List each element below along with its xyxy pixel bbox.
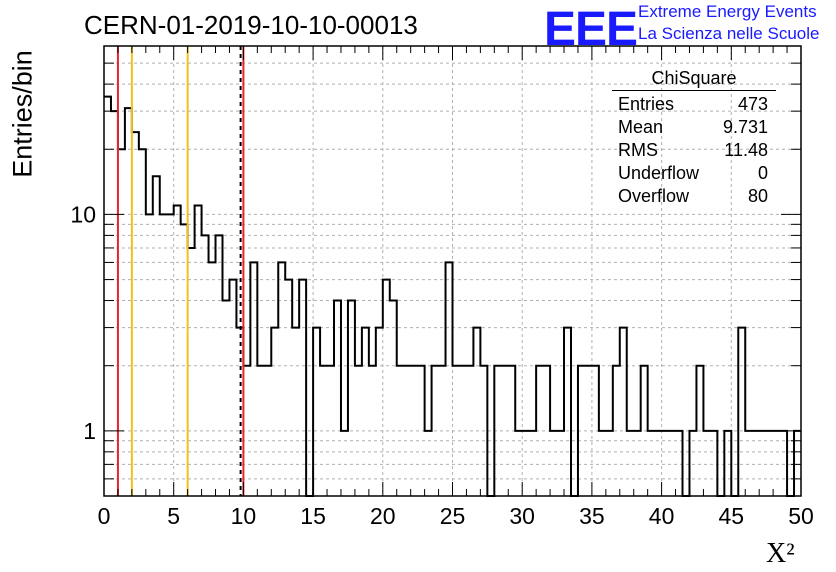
histogram-bar [174,205,181,496]
histogram-bar [278,262,285,496]
stats-label: Mean [618,117,664,137]
histogram-bar [167,214,174,496]
histogram-bar [473,328,480,496]
histogram-bar [222,301,229,496]
histogram-bar [738,328,745,496]
stats-value: 0 [757,163,768,183]
brand-line-1: Extreme Energy Events [638,2,817,21]
histogram-bar [299,280,306,496]
histogram-bar [362,328,369,496]
stats-value: 473 [737,94,768,114]
histogram-bar [118,149,125,496]
x-tick-label: 5 [167,503,180,529]
stats-title: ChiSquare [612,68,776,91]
x-tick-label: 40 [649,503,675,529]
histogram-bar [390,301,397,496]
histogram-bar [181,224,188,496]
histogram-bar [446,262,453,496]
x-tick-label: 30 [509,503,535,529]
eee-logo: EEE [544,3,638,56]
histogram-bar [132,132,139,496]
x-tick-label: 0 [98,503,111,529]
histogram-bar [313,328,320,496]
x-tick-label: 50 [788,503,814,529]
x-tick-label: 15 [300,503,326,529]
histogram-bar [348,301,355,496]
histogram-bar [383,280,390,496]
histogram-bar [334,301,341,496]
histogram-bar [146,214,153,496]
histogram-bar [271,328,278,496]
x-axis-label: X² [766,538,795,569]
stats-value: 11.48 [724,140,768,160]
stats-row-entries: Entries 473 [612,93,776,116]
chart-title: CERN-01-2019-10-10-00013 [84,10,418,40]
x-tick-label: 20 [370,503,396,529]
histogram-bar [376,328,383,496]
histogram-bar [285,280,292,496]
x-tick-label: 25 [440,503,466,529]
histogram-outline [104,95,801,497]
histogram-bar [209,262,216,496]
histogram-bar [139,149,146,496]
stats-value: 80 [747,186,768,206]
y-axis-label-box: Entries/bin [6,44,40,184]
y-tick-label: 10 [70,201,96,227]
histogram-bar [292,328,299,496]
histogram-bar [564,328,571,496]
histogram-bar [229,280,236,496]
brand-line-2: La Scienza nelle Scuole [638,24,820,43]
stats-row-overflow: Overflow 80 [612,185,776,208]
histogram-bar [125,108,132,496]
histogram-bar [111,111,118,496]
histogram-bar [250,262,257,496]
histogram-bar [104,97,111,496]
y-tick-label: 1 [83,418,96,444]
x-tick-label: 45 [719,503,745,529]
stats-label: Underflow [618,163,700,183]
stats-row-rms: RMS 11.48 [612,139,776,162]
histogram-bar [160,214,167,496]
histogram-bar [195,205,202,496]
stats-row-underflow: Underflow 0 [612,162,776,185]
x-tick-label: 35 [579,503,605,529]
x-tick-label: 10 [231,503,257,529]
y-axis-label: Entries/bin [7,50,38,178]
stats-value: 9.731 [722,117,768,137]
stats-label: RMS [618,140,658,160]
histogram-bar [620,328,627,496]
histogram-bar [188,248,195,496]
stats-label: Overflow [618,186,690,206]
stats-label: Entries [618,94,675,114]
stats-row-mean: Mean 9.731 [612,116,776,139]
stats-box: ChiSquare Entries 473 Mean 9.731 RMS 11.48 … [612,68,776,208]
